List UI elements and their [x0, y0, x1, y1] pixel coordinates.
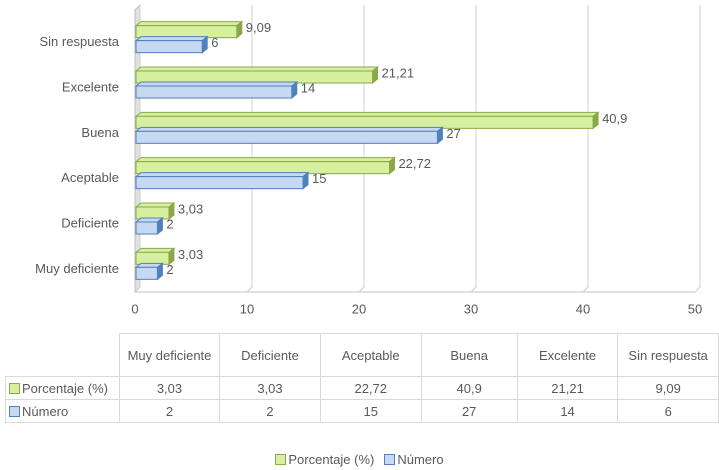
data-label: 22,72: [398, 156, 431, 171]
y-tick-label: Sin respuesta: [40, 34, 120, 49]
legend-swatch: [9, 405, 20, 417]
y-tick-label: Aceptable: [61, 170, 119, 185]
data-label: 15: [312, 171, 326, 186]
table-cell: 21,21: [516, 376, 619, 400]
plot: 0 10 20 30 40 50 Muy deficiente 3,03 2 Deficiente…: [35, 3, 702, 316]
table-header: Sin respuesta: [617, 333, 719, 377]
table-row-label: Número: [5, 399, 120, 423]
table-header: Excelente: [516, 333, 619, 377]
bar-top: [134, 157, 396, 163]
x-tick-label: 20: [352, 301, 366, 316]
table-cell: 27: [420, 399, 518, 423]
x-tick-label: 0: [131, 301, 138, 316]
grid-line: [358, 5, 365, 293]
table-cell: 3,03: [219, 376, 321, 400]
x-tick-label: 40: [576, 301, 590, 316]
table-header: Buena: [420, 333, 518, 377]
data-label: 2: [166, 216, 173, 231]
table-row-label: Porcentaje (%): [5, 376, 120, 400]
data-label: 6: [211, 35, 218, 50]
data-label: 3,03: [178, 201, 203, 216]
legend-swatch: [9, 382, 20, 394]
bar: [135, 206, 170, 220]
data-label: 3,03: [178, 247, 203, 262]
grid-line: [134, 5, 141, 293]
table-cell: 6: [617, 399, 719, 423]
legend-label: Número: [397, 452, 444, 467]
table-row: Número 2 2 15 27 14 6: [5, 399, 719, 423]
table-header: Aceptable: [319, 333, 422, 377]
table-cell: 2: [219, 399, 321, 423]
x-tick-label: 50: [688, 301, 702, 316]
table-cell: 14: [516, 399, 619, 423]
series-name: Porcentaje (%): [22, 380, 108, 396]
table-cell: 22,72: [319, 376, 422, 400]
table-header: Muy deficiente: [118, 333, 221, 377]
table-cell: 15: [319, 399, 422, 423]
table-header-row: Muy deficiente Deficiente Aceptable Buena Ex…: [5, 333, 719, 377]
data-label: 2: [166, 262, 173, 277]
data-label: 14: [301, 80, 315, 95]
data-label: 9,09: [246, 20, 271, 35]
bar-top: [134, 247, 176, 253]
bar: [135, 115, 594, 129]
table-cell: 40,9: [420, 376, 518, 400]
data-label: 27: [446, 126, 460, 141]
table-cell: 9,09: [617, 376, 719, 400]
bar: [135, 176, 304, 190]
bar: [135, 161, 390, 175]
x-tick-label: 30: [464, 301, 478, 316]
legend-item: Porcentaje (%): [275, 452, 374, 467]
bar-top: [134, 126, 444, 132]
grid-line: [470, 5, 477, 293]
bar-top: [134, 111, 600, 117]
legend: Porcentaje (%) Número: [0, 452, 719, 467]
data-label: 21,21: [382, 65, 415, 80]
grid-line: [582, 5, 589, 293]
y-tick-label: Muy deficiente: [35, 261, 119, 276]
bar: [135, 221, 158, 235]
bar: [135, 266, 158, 280]
table-corner: [5, 333, 120, 377]
data-table: Muy deficiente Deficiente Aceptable Buena Ex…: [5, 333, 719, 423]
grid-line: [694, 5, 701, 293]
x-tick-label: 10: [240, 301, 254, 316]
bar-top: [134, 202, 176, 208]
bar-top: [134, 36, 209, 42]
bar: [135, 70, 374, 84]
y-tick-label: Excelente: [62, 79, 119, 94]
y-tick-label: Buena: [81, 125, 119, 140]
legend-swatch: [275, 454, 287, 465]
bar-top: [134, 21, 244, 27]
legend-swatch: [384, 454, 396, 465]
bar: [135, 40, 203, 54]
bar: [135, 130, 438, 144]
bar-top: [134, 81, 299, 87]
bar-top: [134, 66, 379, 72]
table-header: Deficiente: [219, 333, 321, 377]
data-label: 40,9: [602, 111, 627, 126]
bar: [135, 251, 170, 265]
legend-item: Número: [384, 452, 444, 467]
legend-label: Porcentaje (%): [288, 452, 375, 467]
table-row: Porcentaje (%) 3,03 3,03 22,72 40,9 21,21 9,09: [5, 376, 719, 400]
series-name: Número: [22, 403, 69, 419]
table-cell: 3,03: [118, 376, 221, 400]
bar-top: [134, 172, 310, 178]
bar: [135, 25, 238, 39]
grid-line: [246, 5, 253, 293]
bar: [135, 85, 293, 99]
table-cell: 2: [118, 399, 221, 423]
y-tick-label: Deficiente: [61, 215, 119, 230]
